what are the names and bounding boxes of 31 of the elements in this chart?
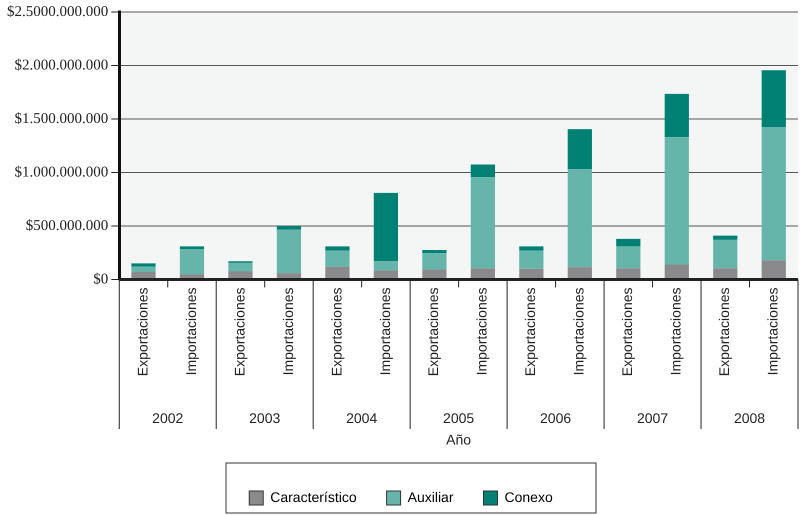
y-tick-label: $1.500.000.000: [14, 110, 108, 127]
text: 2007: [636, 410, 668, 426]
x-tick-label: Importaciones: [376, 287, 393, 376]
x-tick-label: Exportaciones: [716, 287, 732, 376]
x-axis-title: Año: [446, 431, 472, 448]
x-tick-label: Importaciones: [182, 287, 199, 376]
legend-label: Característico: [270, 488, 357, 505]
x-tick-label: Importaciones: [668, 287, 684, 376]
x-tick-label: Importaciones: [764, 287, 781, 376]
x-tick-label: Importaciones: [474, 287, 490, 376]
x-tick-label: Exportaciones: [619, 287, 636, 376]
text: 2008: [734, 410, 766, 426]
y-tick-label: $500.000.000: [26, 218, 108, 234]
text: 2003: [249, 410, 280, 426]
text: 2005: [443, 410, 474, 426]
x-tick-label: Exportaciones: [328, 287, 344, 376]
x-tick-label: Exportaciones: [425, 287, 442, 376]
legend-label: Conexo: [504, 488, 553, 505]
y-tick-label: $1.000.000.000: [14, 164, 108, 180]
text: 2006: [540, 410, 572, 426]
x-tick-label: Importaciones: [280, 287, 296, 376]
y-tick-label: $2.000.000.000: [14, 57, 108, 74]
y-tick-label: $0: [93, 271, 108, 288]
y-tick-label: $2.5000.000.000: [7, 4, 108, 20]
x-tick-label: Exportaciones: [522, 287, 538, 376]
text: 2004: [346, 410, 378, 426]
text: 2002: [152, 410, 184, 426]
legend-label: Auxiliar: [408, 488, 454, 505]
x-tick-label: Exportaciones: [134, 287, 150, 376]
x-tick-label: Exportaciones: [231, 287, 248, 376]
x-tick-label: Importaciones: [570, 287, 587, 376]
